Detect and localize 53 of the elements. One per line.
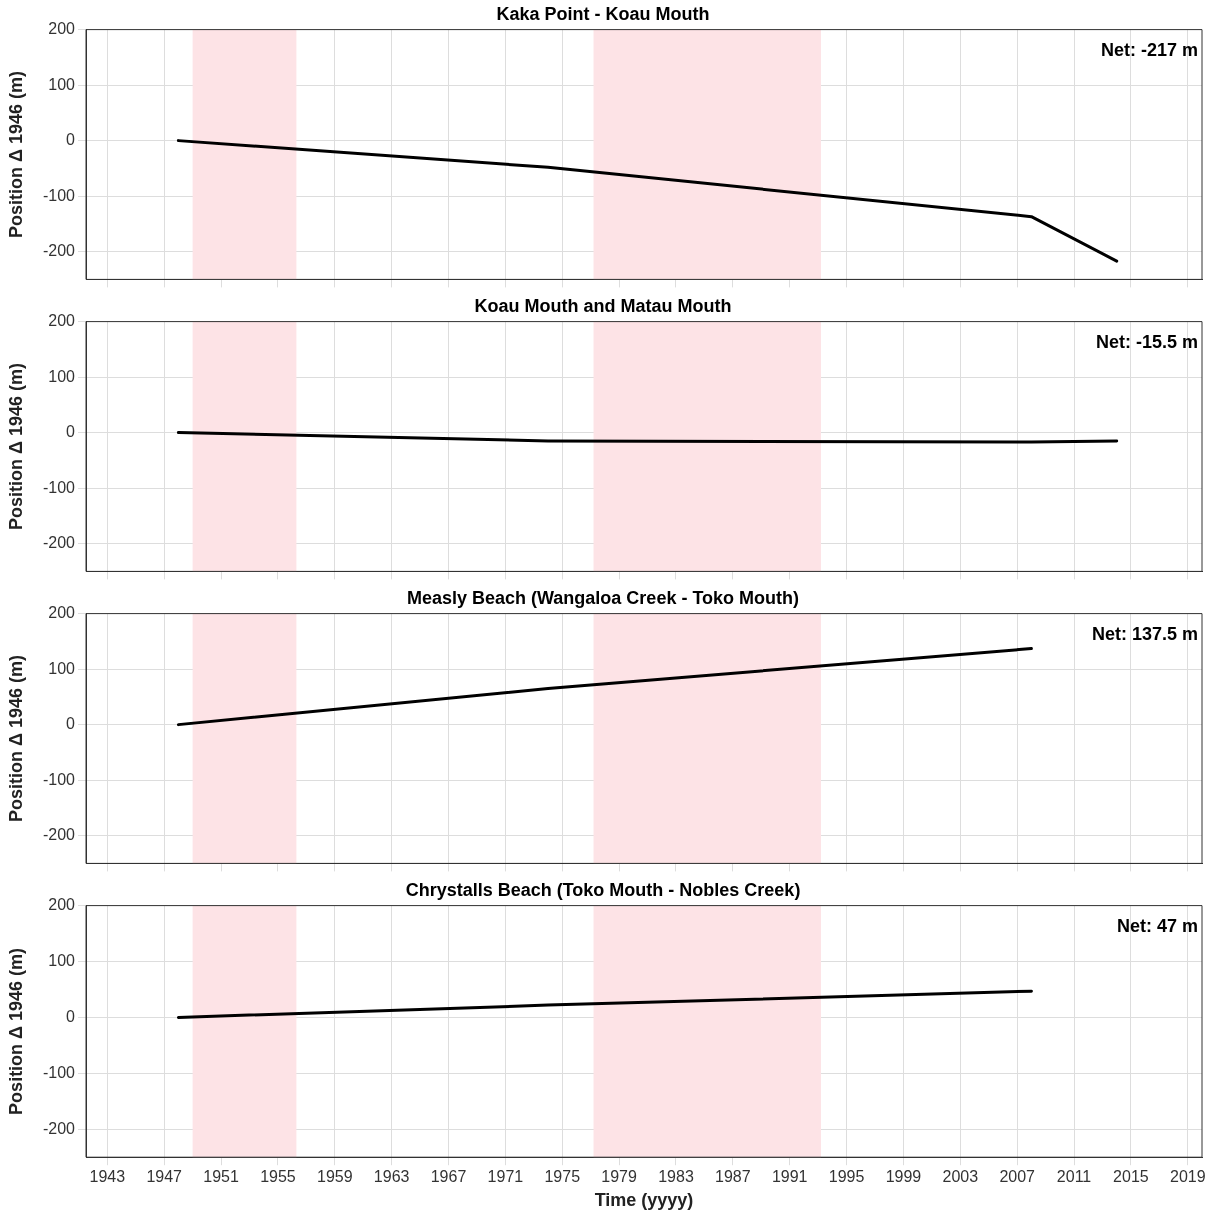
y-tick-label: -200: [42, 1119, 76, 1137]
y-tick-label: 0: [66, 1007, 76, 1025]
annotation: Net: -217 m: [1100, 39, 1198, 60]
chart-title: Koau Mouth and Matau Mouth: [474, 295, 732, 316]
x-tick-label: 1947: [146, 1168, 183, 1186]
x-axis-title: Time (yyyy): [594, 1190, 694, 1211]
y-tick-label: -100: [42, 1063, 76, 1081]
y-axis-title: Position Δ 1946 (m): [5, 947, 26, 1115]
x-tick-label: 1959: [316, 1168, 353, 1186]
y-tick-label: -100: [42, 478, 76, 496]
x-tick-label: 1963: [373, 1168, 410, 1186]
y-tick-label: -200: [42, 242, 76, 260]
x-tick-label: 1999: [885, 1168, 922, 1186]
annotation: Net: 137.5 m: [1091, 623, 1198, 644]
annotation: Net: 47 m: [1116, 915, 1198, 936]
y-tick-label: 200: [48, 896, 76, 914]
y-tick-label: 100: [48, 75, 76, 93]
y-tick-label: 0: [66, 131, 76, 149]
y-tick-label: 0: [66, 715, 76, 733]
y-tick-label: -100: [42, 186, 76, 204]
x-tick-label: 1971: [487, 1168, 524, 1186]
y-tick-label: 200: [48, 604, 76, 622]
x-tick-label: 1979: [601, 1168, 638, 1186]
y-tick-label: 100: [48, 659, 76, 677]
y-tick-label: -100: [42, 770, 76, 788]
x-tick-label: 2011: [1056, 1168, 1092, 1186]
y-tick-label: -200: [42, 534, 76, 552]
chart-title: Chrystalls Beach (Toko Mouth - Nobles Creek): [405, 879, 801, 900]
x-tick-label: 1951: [203, 1168, 239, 1186]
y-axis-title: Position Δ 1946 (m): [5, 71, 26, 238]
x-tick-label: 1991: [771, 1168, 808, 1186]
y-tick-label: 200: [48, 312, 76, 330]
x-tick-label: 2003: [942, 1168, 979, 1186]
x-tick-label: 1987: [715, 1168, 751, 1186]
x-tick-label: 1967: [430, 1168, 467, 1186]
x-tick-label: 1983: [658, 1168, 694, 1186]
x-tick-label: 1995: [828, 1168, 865, 1186]
y-axis-title: Position Δ 1946 (m): [5, 363, 26, 530]
x-tick-label: 2019: [1169, 1168, 1206, 1186]
y-tick-label: 0: [66, 423, 76, 441]
y-tick-label: 200: [48, 20, 76, 38]
x-tick-label: 1975: [544, 1168, 581, 1186]
chart-title: Kaka Point - Koau Mouth: [496, 3, 710, 24]
y-axis-title: Position Δ 1946 (m): [5, 655, 26, 822]
y-tick-label: 100: [48, 951, 76, 969]
x-tick-label: 1955: [260, 1168, 296, 1186]
y-tick-label: -200: [42, 826, 76, 844]
x-tick-label: 2015: [1113, 1168, 1149, 1186]
x-tick-label: 2007: [999, 1168, 1036, 1186]
annotation: Net: -15.5 m: [1095, 331, 1198, 352]
chart-title: Measly Beach (Wangaloa Creek - Toko Mouth): [406, 587, 800, 608]
x-tick-label: 1943: [89, 1168, 126, 1186]
y-tick-label: 100: [48, 367, 76, 385]
